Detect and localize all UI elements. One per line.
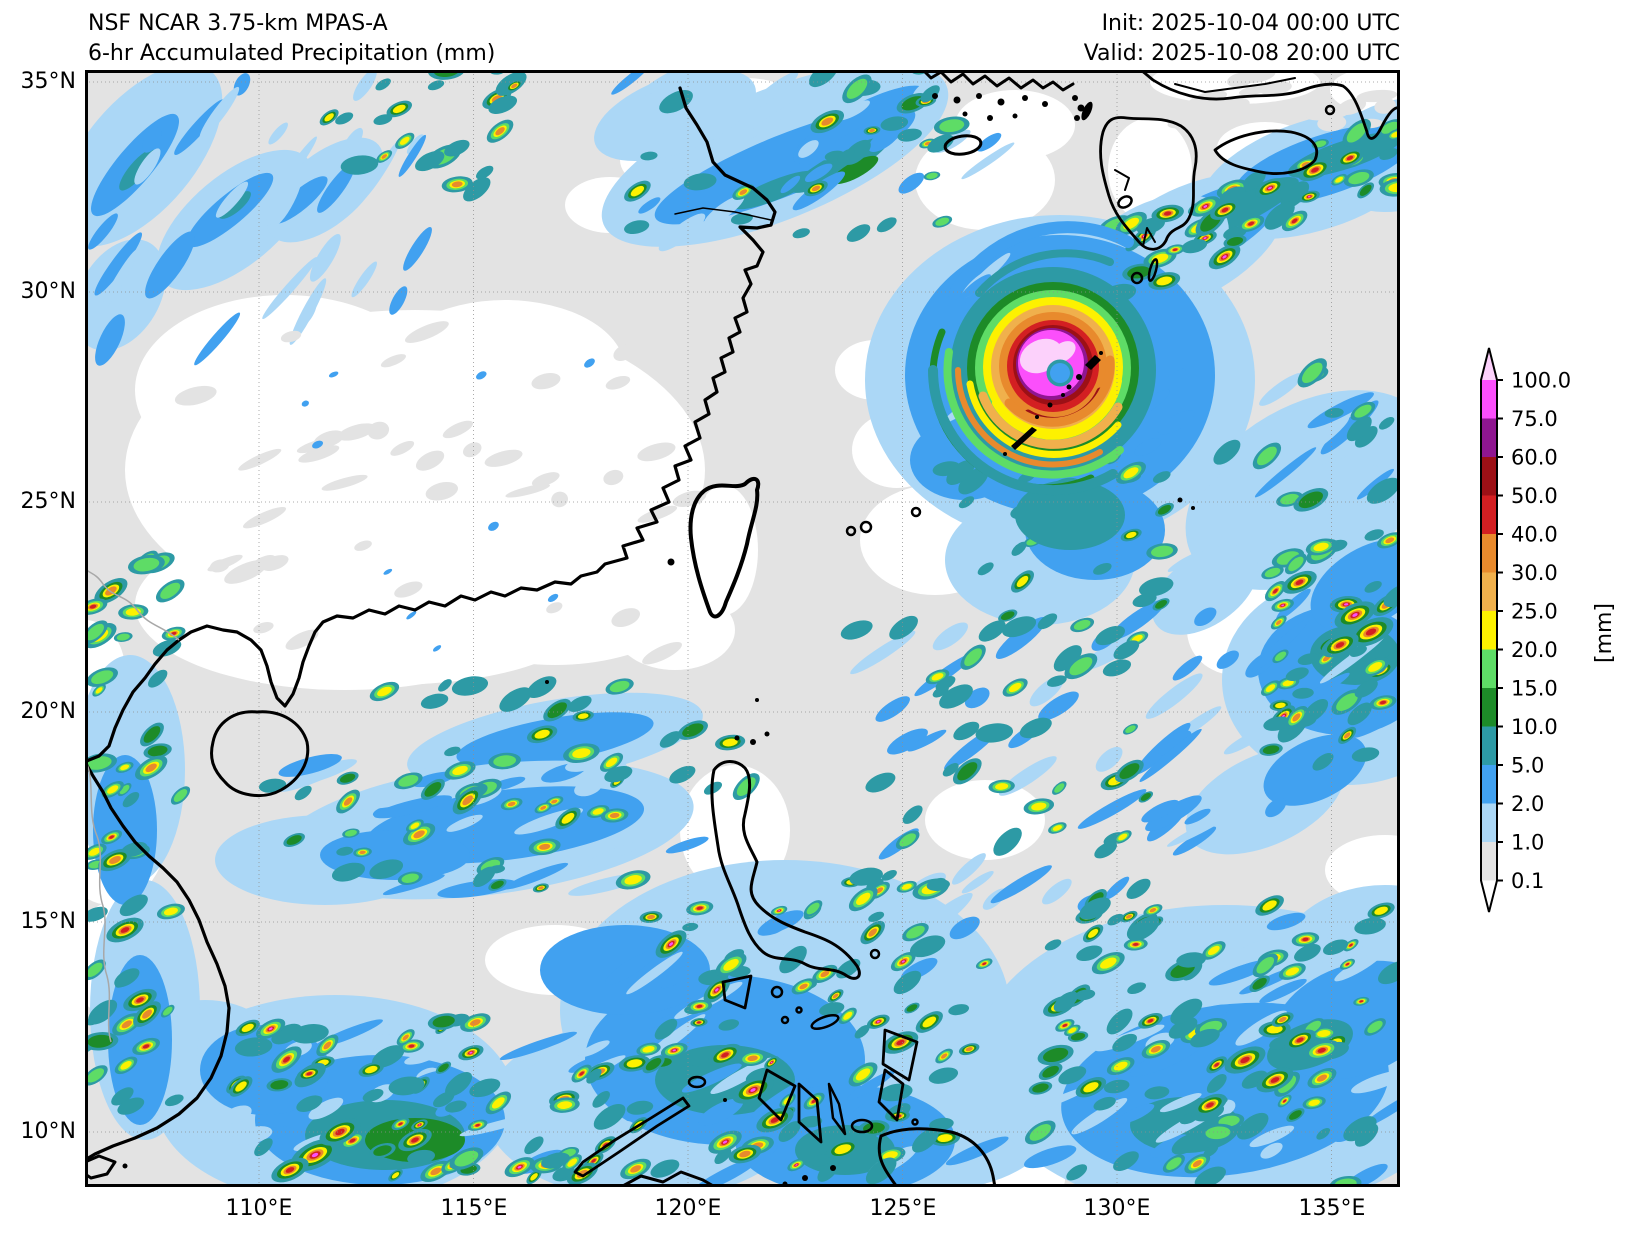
coastlines xyxy=(85,70,1400,1187)
colorbar-tick-label: 30.0 xyxy=(1511,561,1558,585)
x-axis-tick: 135°E xyxy=(1298,1196,1366,1221)
colorbar-tick-label: 75.0 xyxy=(1511,407,1558,431)
colorbar-unit-label: [mm] xyxy=(1591,602,1617,664)
colorbar-tick-label: 50.0 xyxy=(1511,484,1558,508)
y-axis-tick: 20°N xyxy=(20,699,76,724)
colorbar-tick-label: 1.0 xyxy=(1511,831,1544,855)
convective-cells xyxy=(85,70,1400,1187)
y-axis-tick: 15°N xyxy=(20,909,76,934)
y-axis-tick: 30°N xyxy=(20,279,76,304)
y-axis-tick: 35°N xyxy=(20,69,76,94)
map-frame xyxy=(85,70,1400,1187)
colorbar-tick-label: 60.0 xyxy=(1511,446,1558,470)
colorbar: 100.0 75.0 60.0 50.0 40.0 30.0 25.0 20.0 15.0 10.… xyxy=(1480,347,1571,913)
colorbar-tick-label: 5.0 xyxy=(1511,754,1544,778)
colorbar-tick-label: 15.0 xyxy=(1511,677,1558,701)
colorbar-tick-label: 20.0 xyxy=(1511,638,1558,662)
plot-title-product: 6-hr Accumulated Precipitation (mm) xyxy=(88,41,496,66)
colorbar-tick-label: 0.1 xyxy=(1511,869,1544,893)
x-axis-tick: 110°E xyxy=(225,1196,293,1221)
colorbar-tick-label: 10.0 xyxy=(1511,715,1558,739)
plot-title-model: NSF NCAR 3.75-km MPAS-A xyxy=(88,11,388,36)
init-time: Init: 2025-10-04 00:00 UTC xyxy=(1101,11,1400,36)
y-axis-tick: 25°N xyxy=(20,489,76,514)
y-axis-tick: 10°N xyxy=(20,1119,76,1144)
x-axis-tick: 115°E xyxy=(440,1196,508,1221)
x-axis-tick: 125°E xyxy=(869,1196,937,1221)
country-borders xyxy=(85,567,180,1043)
colorbar-tick-label: 100.0 xyxy=(1511,369,1571,393)
valid-time: Valid: 2025-10-08 20:00 UTC xyxy=(1083,41,1400,66)
colorbar-tick-label: 2.0 xyxy=(1511,792,1544,816)
typhoon xyxy=(928,221,1156,550)
map-plot xyxy=(85,70,1400,1187)
x-axis-tick: 130°E xyxy=(1083,1196,1151,1221)
colorbar-tick-label: 40.0 xyxy=(1511,523,1558,547)
colorbar-tick-label: 25.0 xyxy=(1511,600,1558,624)
x-axis-tick: 120°E xyxy=(654,1196,722,1221)
